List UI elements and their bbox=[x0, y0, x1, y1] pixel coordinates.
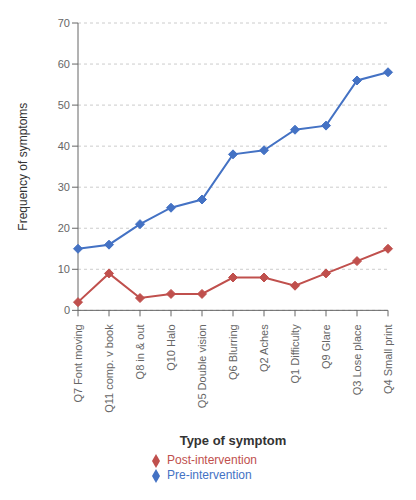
svg-text:Q4 Small print: Q4 Small print bbox=[382, 324, 394, 394]
svg-text:Q5 Double vision: Q5 Double vision bbox=[196, 324, 208, 408]
svg-text:Q11 comp. v book: Q11 comp. v book bbox=[103, 324, 115, 413]
svg-text:30: 30 bbox=[58, 181, 70, 193]
svg-text:Frequency of symptoms: Frequency of symptoms bbox=[16, 103, 30, 231]
svg-text:10: 10 bbox=[58, 263, 70, 275]
svg-text:Q7 Font moving: Q7 Font moving bbox=[72, 324, 84, 402]
svg-text:Q9 Glare: Q9 Glare bbox=[320, 324, 332, 369]
svg-text:20: 20 bbox=[58, 222, 70, 234]
svg-text:Q8 in & out: Q8 in & out bbox=[134, 324, 146, 379]
html-text:Post-intervention: Post-intervention bbox=[167, 453, 257, 468]
svg-text:Type of symptom: Type of symptom bbox=[180, 433, 287, 448]
svg-text:60: 60 bbox=[58, 58, 70, 70]
svg-text:Q10 Halo: Q10 Halo bbox=[165, 324, 177, 370]
svg-text:40: 40 bbox=[58, 140, 70, 152]
svg-text:0: 0 bbox=[64, 304, 70, 316]
svg-text:Q2 Aches: Q2 Aches bbox=[258, 324, 270, 372]
html-text:Pre-intervention: Pre-intervention bbox=[167, 468, 252, 483]
svg-text:Q1 Difficulty: Q1 Difficulty bbox=[289, 324, 301, 384]
svg-text:Q3 Lose place: Q3 Lose place bbox=[351, 324, 363, 395]
svg-text:50: 50 bbox=[58, 99, 70, 111]
svg-text:Q6 Blurring: Q6 Blurring bbox=[227, 324, 239, 380]
svg-text:70: 70 bbox=[58, 17, 70, 29]
